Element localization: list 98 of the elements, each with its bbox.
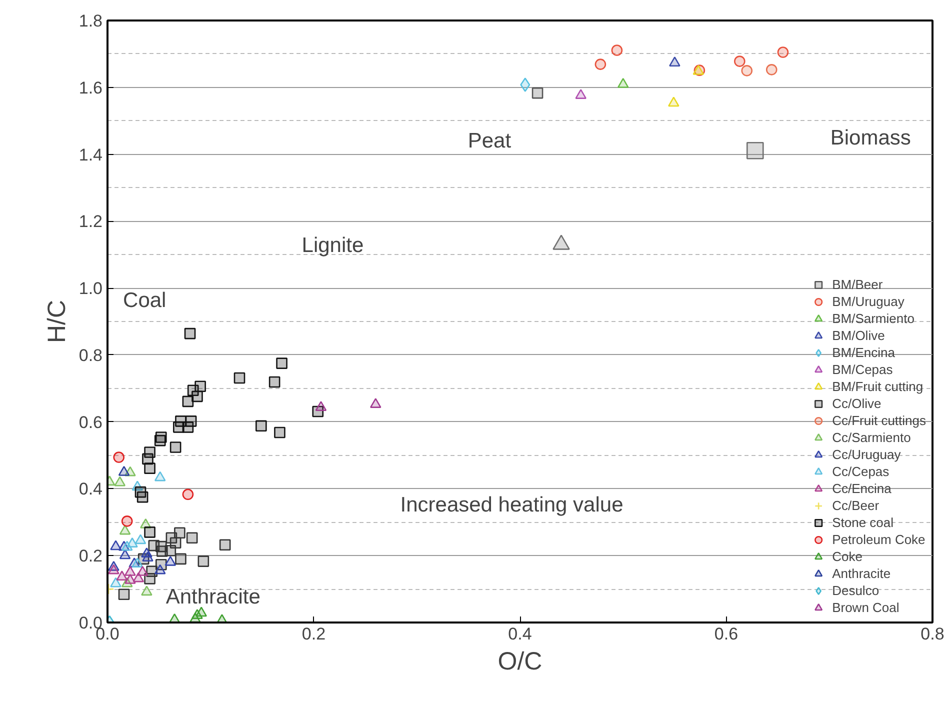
- legend-label: BM/Uruguay: [832, 293, 904, 310]
- x-axis-title: O/C: [498, 648, 542, 676]
- point: [164, 544, 176, 556]
- point: [124, 574, 136, 584]
- point: [154, 564, 166, 574]
- legend-label: Cc/Fruit cuttings: [832, 412, 926, 429]
- point: [182, 422, 194, 433]
- point: [116, 570, 128, 581]
- point: [132, 558, 144, 568]
- y-tick-label: 0.2: [78, 546, 103, 566]
- legend-label: Desulco: [832, 582, 880, 599]
- point: [196, 606, 207, 617]
- annotation: Peat: [468, 129, 512, 152]
- legend-label: BM/Fruit cutting: [832, 378, 924, 395]
- point: [144, 573, 156, 584]
- point: [144, 526, 156, 538]
- point: [594, 58, 606, 70]
- point: [766, 64, 778, 76]
- point: [186, 532, 198, 544]
- legend-label: Stone coal: [832, 514, 894, 531]
- point: [256, 420, 267, 432]
- point: [668, 96, 680, 107]
- point: [110, 540, 122, 550]
- point: [170, 442, 182, 453]
- point: [532, 87, 544, 99]
- point: [268, 376, 280, 388]
- legend-label: Cc/Uruguay: [832, 446, 901, 463]
- point: [113, 452, 124, 463]
- annotation: Lignite: [302, 234, 364, 258]
- point: [182, 488, 194, 500]
- point: [198, 556, 210, 567]
- y-tick-label: 1.6: [78, 78, 103, 98]
- point: [276, 358, 288, 369]
- legend-label: Cc/Olive: [832, 395, 882, 412]
- x-tick-label: 0.8: [920, 624, 944, 644]
- y-tick-label: 1.2: [78, 212, 103, 232]
- point: [520, 78, 530, 92]
- point: [124, 566, 136, 576]
- point: [118, 588, 130, 600]
- x-tick-label: 0.6: [714, 624, 738, 644]
- legend-label: Cc/Sarmiento: [832, 429, 911, 446]
- y-tick-label: 0.8: [78, 346, 103, 365]
- point: [175, 553, 186, 565]
- point: [118, 466, 130, 476]
- legend-label: BM/Beer: [832, 276, 883, 293]
- point: [219, 539, 231, 551]
- point: [741, 65, 753, 76]
- legend-label: Brown Coal: [832, 599, 900, 616]
- legend-label: Coke: [832, 548, 862, 565]
- legend-label: Petroleum Coke: [832, 531, 926, 548]
- point: [154, 434, 166, 446]
- point: [154, 471, 166, 482]
- point: [142, 552, 154, 562]
- point: [141, 586, 152, 596]
- point: [119, 524, 131, 535]
- y-axis-title: H/C: [42, 300, 71, 344]
- legend-label: Cc/Cepas: [832, 463, 890, 480]
- point: [746, 142, 764, 160]
- legend-label: Cc/Encina: [832, 480, 892, 497]
- y-tick-label: 1.8: [78, 12, 103, 30]
- y-tick-label: 1.0: [78, 279, 103, 298]
- legend-label: BM/Encina: [832, 344, 895, 361]
- point: [136, 566, 148, 576]
- point: [669, 56, 680, 67]
- point: [164, 556, 176, 566]
- y-tick-label: 0.4: [78, 480, 103, 499]
- point: [192, 390, 203, 402]
- legend-label: BM/Cepas: [832, 361, 893, 378]
- point: [144, 462, 156, 474]
- legend-label: BM/Sarmiento: [832, 310, 914, 327]
- point: [108, 564, 120, 574]
- point: [136, 491, 148, 503]
- annotation: Biomass: [830, 126, 911, 150]
- legend-label: BM/Olive: [832, 327, 885, 344]
- point: [370, 398, 382, 408]
- x-tick-label: 0.4: [508, 624, 532, 644]
- point: [315, 401, 327, 411]
- point: [734, 56, 746, 67]
- point: [119, 549, 131, 560]
- legend-label: Anthracite: [832, 565, 891, 582]
- annotation: Anthracite: [166, 586, 260, 609]
- point: [134, 534, 146, 544]
- point: [114, 476, 126, 486]
- y-tick-label: 1.4: [78, 145, 103, 164]
- point: [110, 577, 122, 588]
- y-tick-label: 0.6: [78, 412, 103, 432]
- point: [777, 46, 789, 58]
- annotation: Increased heating value: [400, 494, 624, 517]
- point: [274, 426, 286, 438]
- point: [184, 328, 196, 340]
- point: [611, 44, 623, 56]
- point: [182, 396, 194, 408]
- point: [121, 540, 133, 551]
- legend-label: Cc/Beer: [832, 497, 880, 514]
- point: [234, 372, 246, 384]
- x-tick-label: 0.2: [302, 624, 326, 644]
- annotation: Coal: [123, 288, 166, 312]
- point: [121, 516, 133, 527]
